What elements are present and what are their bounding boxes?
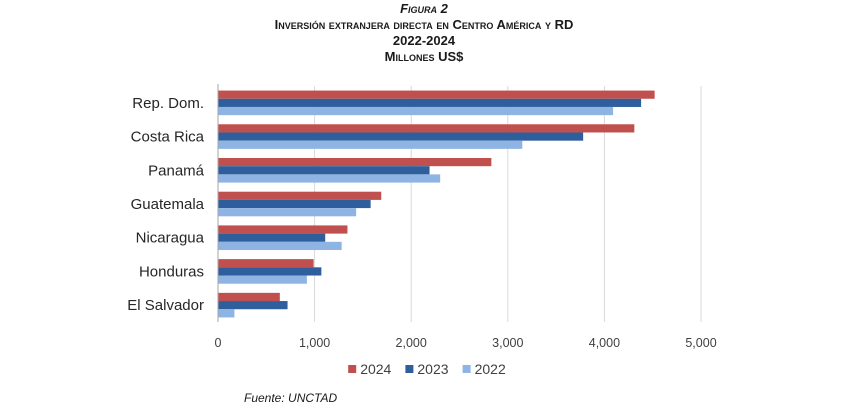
bar-2023 (218, 166, 430, 175)
bar-2022 (218, 208, 357, 217)
category-label: Guatemala (131, 196, 205, 213)
x-tick-label: 2,000 (396, 336, 427, 350)
bar-2022 (218, 140, 523, 149)
bar-2023 (218, 233, 326, 242)
bar-2023 (218, 132, 584, 141)
source-note: Fuente: UNCTAD (244, 391, 338, 405)
chart-period: 2022-2024 (392, 33, 456, 48)
x-tick-label: 1,000 (299, 336, 330, 350)
legend-swatch-2024 (348, 365, 357, 373)
figure-label: Figura 2 (400, 1, 448, 16)
x-tick-label: 4,000 (589, 336, 620, 350)
bar-2022 (218, 106, 614, 116)
bar-2024 (218, 191, 382, 200)
bar-2023 (218, 98, 642, 107)
legend-swatch-2023 (405, 365, 414, 373)
category-label: El Salvador (127, 297, 204, 314)
legend-swatch-2022 (462, 365, 471, 373)
bar-2023 (218, 199, 371, 209)
bar-2022 (218, 309, 235, 318)
bar-2024 (218, 157, 492, 167)
bar-2024 (218, 225, 348, 234)
bar-2022 (218, 275, 307, 284)
x-tick-label: 0 (215, 336, 222, 350)
bar-2024 (218, 259, 314, 268)
legend-label: 2022 (475, 361, 506, 377)
bar-2024 (218, 292, 280, 302)
chart-title-block: Figura 2 Inversión extranjera directa en… (0, 1, 848, 65)
bar-2024 (218, 124, 635, 133)
category-label: Rep. Dom. (132, 95, 204, 112)
category-label: Nicaragua (136, 230, 205, 247)
chart-title: Inversión extranjera directa en Centro A… (274, 17, 574, 32)
x-tick-label: 5,000 (685, 336, 716, 350)
chart-units: Millones US$ (384, 49, 464, 64)
bar-2022 (218, 241, 342, 251)
bar-2023 (218, 301, 288, 310)
x-tick-label: 3,000 (492, 336, 523, 350)
category-label: Honduras (139, 263, 204, 280)
bar-2022 (218, 174, 441, 183)
bar-2023 (218, 267, 322, 276)
category-label: Costa Rica (131, 129, 205, 146)
legend-label: 2024 (360, 361, 391, 377)
legend-label: 2023 (417, 361, 448, 377)
bar-2024 (218, 90, 655, 99)
category-label: Panamá (148, 162, 205, 179)
